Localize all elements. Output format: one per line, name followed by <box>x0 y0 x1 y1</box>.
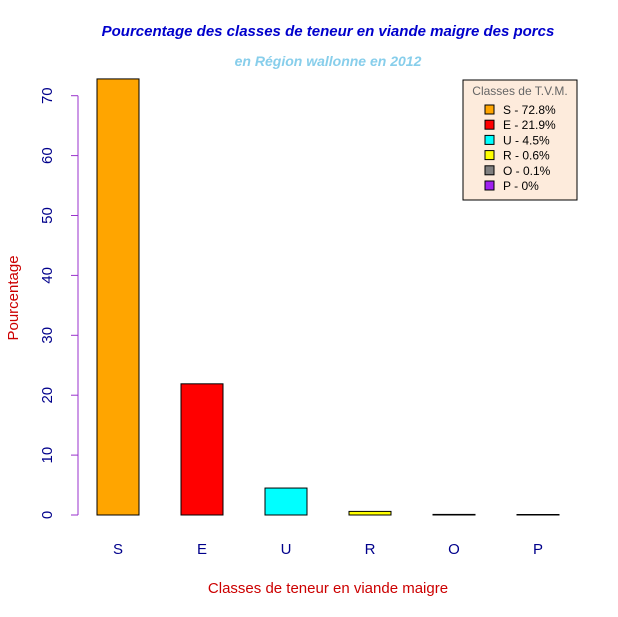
legend-label: U - 4.5% <box>503 133 550 147</box>
bar-s <box>96 78 140 516</box>
legend-box <box>462 79 578 201</box>
x-tick-label-u: U <box>281 541 292 558</box>
legend-label: E - 21.9% <box>503 118 556 132</box>
y-tick-label: 70 <box>39 87 56 104</box>
y-axis-label: Pourcentage <box>5 255 22 340</box>
x-tick-label-p: P <box>533 541 543 558</box>
legend: Classes de T.V.M. S - 72.8%E - 21.9%U - … <box>462 79 578 201</box>
x-tick-label-o: O <box>448 541 460 558</box>
chart-subtitle: en Région wallonne en 2012 <box>235 53 422 69</box>
y-tick-label: 10 <box>39 447 56 464</box>
y-tick-label: 60 <box>39 147 56 164</box>
legend-swatch <box>484 180 495 191</box>
legend-title: Classes de T.V.M. <box>472 84 567 98</box>
x-tick-label-s: S <box>113 541 123 558</box>
legend-items: S - 72.8%E - 21.9%U - 4.5% R - 0.6%O - 0.… <box>484 103 556 193</box>
legend-label: R - 0.6% <box>503 149 550 163</box>
bar-o <box>432 513 476 516</box>
legend-label: S - 72.8% <box>503 103 556 117</box>
legend-label: P - 0% <box>503 179 539 193</box>
y-tick-label: 50 <box>39 207 56 224</box>
legend-swatch <box>484 150 495 161</box>
y-tick-label: 30 <box>39 327 56 344</box>
bar-p <box>516 514 560 516</box>
x-axis-label: Classes de teneur en viande maigre <box>208 580 448 597</box>
bars-group <box>96 78 560 516</box>
bar-r <box>348 510 392 516</box>
legend-swatch <box>484 134 495 145</box>
legend-swatch <box>484 119 495 130</box>
y-tick-label: 20 <box>39 387 56 404</box>
legend-label: O - 0.1% <box>503 164 551 178</box>
legend-swatch <box>484 104 495 115</box>
chart-title: Pourcentage des classes de teneur en via… <box>102 23 555 40</box>
legend-swatch <box>484 165 495 176</box>
bar-u <box>264 487 308 516</box>
x-tick-label-e: E <box>197 541 207 558</box>
x-tick-label-r: R <box>365 541 376 558</box>
bar-e <box>180 383 224 516</box>
y-tick-label: 40 <box>39 267 56 284</box>
y-tick-label: 0 <box>39 511 56 519</box>
y-axis: 0 10 20 30 40 50 60 70 <box>39 87 79 519</box>
